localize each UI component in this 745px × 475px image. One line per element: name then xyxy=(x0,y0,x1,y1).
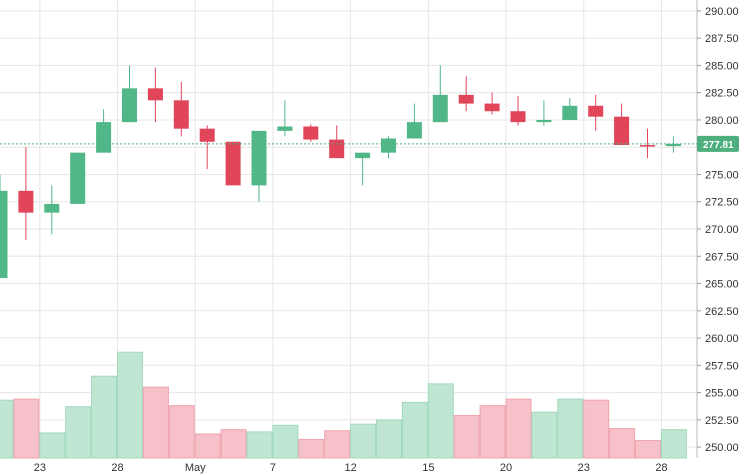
candle-body xyxy=(432,94,448,123)
candle-body xyxy=(44,203,60,213)
y-tick-label: 252.50 xyxy=(705,415,739,427)
y-tick-label: 267.50 xyxy=(705,251,739,263)
volume-bar xyxy=(401,401,428,459)
candle-body xyxy=(458,94,474,104)
candle-body xyxy=(562,105,578,120)
candles xyxy=(0,65,681,279)
candle-body xyxy=(588,105,604,117)
volume-bar xyxy=(13,398,40,459)
volume-bar xyxy=(479,405,506,459)
current-price-marker: 277.81 xyxy=(0,135,739,152)
volume-bar xyxy=(583,399,610,459)
y-tick-label: 265.00 xyxy=(705,279,739,291)
candle-body xyxy=(381,138,396,153)
grid xyxy=(0,0,697,458)
candle-body xyxy=(536,119,552,123)
y-tick-label: 287.50 xyxy=(705,33,739,45)
candle-body xyxy=(640,145,655,147)
x-tick-label: 20 xyxy=(500,462,512,474)
candle-body xyxy=(0,190,8,279)
candle-body xyxy=(665,143,681,147)
volume-bar xyxy=(246,431,273,459)
x-tick-label: 7 xyxy=(270,462,276,474)
candle-body xyxy=(303,126,319,140)
y-axis: 290.00287.50285.00282.50280.00277.50275.… xyxy=(696,0,739,458)
volume-bar xyxy=(376,419,402,459)
x-tick-label: 15 xyxy=(422,462,434,474)
y-tick-label: 280.00 xyxy=(705,115,739,127)
volume-bar xyxy=(557,398,584,459)
y-tick-label: 285.00 xyxy=(705,60,739,72)
candle-body xyxy=(70,152,86,204)
x-tick-label: 23 xyxy=(34,462,46,474)
candle-body xyxy=(173,100,189,129)
x-tick-label: May xyxy=(185,462,206,474)
volume-bar xyxy=(65,406,92,459)
candle-body xyxy=(251,130,267,186)
x-tick-label: 12 xyxy=(345,462,357,474)
volume-bar xyxy=(453,414,480,459)
y-tick-label: 260.00 xyxy=(705,333,739,345)
volume-bar xyxy=(168,405,195,459)
volume-bar xyxy=(272,424,299,459)
y-tick-label: 257.50 xyxy=(705,360,739,372)
candle-body xyxy=(122,88,137,123)
volume-bar xyxy=(635,440,661,459)
volume-bar xyxy=(609,428,636,459)
current-price-label: 277.81 xyxy=(703,140,734,151)
x-tick-label: 28 xyxy=(111,462,123,474)
volume-bar xyxy=(298,438,325,459)
volume-bar xyxy=(91,375,118,459)
y-tick-label: 270.00 xyxy=(705,224,739,236)
y-tick-label: 272.50 xyxy=(705,197,739,209)
x-tick-label: 23 xyxy=(578,462,590,474)
volume-bar xyxy=(220,429,247,459)
y-tick-label: 290.00 xyxy=(705,6,739,18)
candle-body xyxy=(199,128,215,142)
y-tick-label: 282.50 xyxy=(705,88,739,100)
candle-body xyxy=(277,126,293,131)
y-tick-label: 255.00 xyxy=(705,388,739,400)
candle-body xyxy=(18,190,34,213)
volume-bar xyxy=(39,432,66,459)
y-tick-label: 262.50 xyxy=(705,306,739,318)
candle-body xyxy=(355,152,371,159)
volume-bar xyxy=(194,433,221,459)
candle-body xyxy=(147,88,163,101)
candle-body xyxy=(225,141,241,186)
candle-body xyxy=(329,139,345,159)
volume-bar xyxy=(350,423,377,459)
volume-bar xyxy=(324,430,351,459)
volume-bar xyxy=(660,429,687,459)
candle-body xyxy=(96,122,112,153)
volume-bars xyxy=(0,351,687,459)
volume-bar xyxy=(531,411,558,459)
current-price-badge xyxy=(697,135,739,152)
candle-body xyxy=(406,122,422,139)
volume-bar xyxy=(505,398,532,459)
x-axis: 23 28 May 7 12 15 20 23 28 xyxy=(34,462,668,474)
volume-bar xyxy=(117,351,143,459)
candle-body xyxy=(510,111,526,123)
candle-body xyxy=(614,116,630,146)
volume-bar xyxy=(142,386,169,459)
y-tick-label: 275.00 xyxy=(705,169,739,181)
candle-body xyxy=(484,103,500,112)
y-tick-label: 250.00 xyxy=(705,442,739,454)
volume-bar xyxy=(427,383,454,459)
x-tick-label: 28 xyxy=(655,462,667,474)
volume-bar xyxy=(0,399,14,459)
